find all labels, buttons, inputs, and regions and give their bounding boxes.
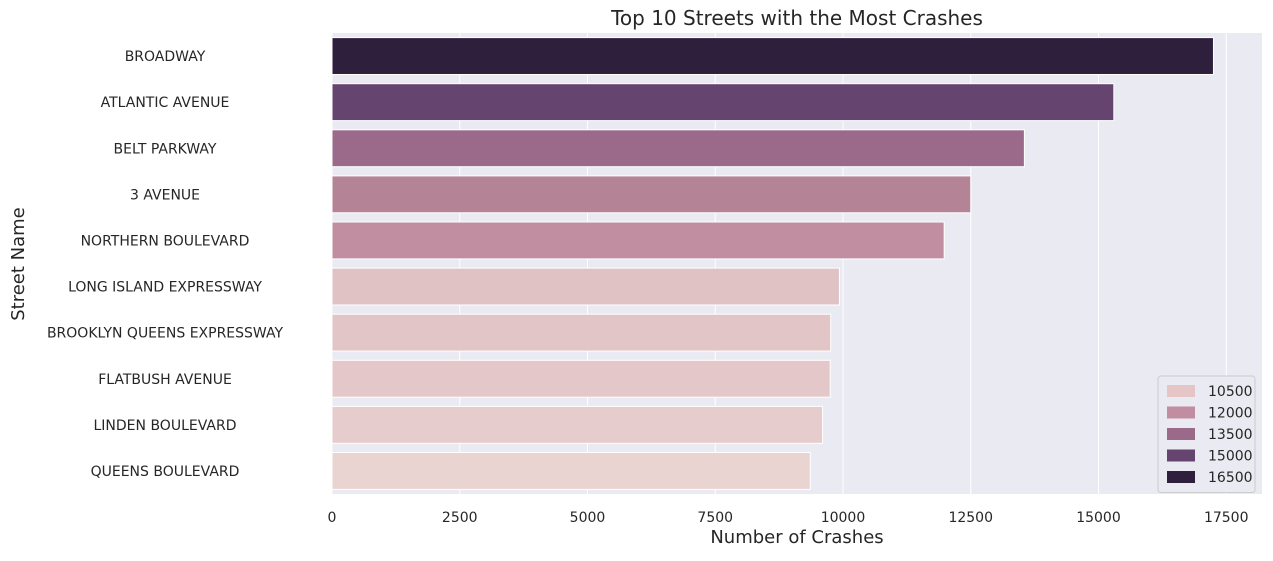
chart-title: Top 10 Streets with the Most Crashes [610,6,983,30]
legend: 10500 12000 13500 15000 16500 [1157,375,1256,493]
bar [331,313,832,352]
category-label: BROADWAY [125,49,206,65]
category-label: LONG ISLAND EXPRESSWAY [68,280,262,296]
x-axis-title: Number of Crashes [710,527,883,548]
bar [331,452,811,490]
legend-label: 16500 [1208,470,1253,486]
x-tick-label: 5000 [570,510,606,526]
bar [331,405,824,444]
category-label: BROOKLYN QUEENS EXPRESSWAY [47,326,284,342]
legend-swatch [1167,449,1195,462]
category-label: ATLANTIC AVENUE [101,95,230,111]
x-tick-label: 0 [328,510,337,526]
x-tick-label: 15000 [1076,510,1121,526]
bar [331,221,945,260]
bars [331,37,1214,490]
category-label: BELT PARKWAY [114,141,217,157]
bar [331,175,972,214]
legend-swatch [1167,385,1195,397]
legend-frame [1157,375,1256,493]
bar [331,129,1025,168]
bar [331,37,1214,75]
x-tick-label: 17500 [1204,510,1249,526]
legend-swatch [1167,406,1195,419]
legend-swatch [1167,428,1195,440]
category-label: NORTHERN BOULEVARD [81,233,250,249]
y-axis-title: Street Name [8,207,29,321]
category-label: QUEENS BOULEVARD [91,464,240,480]
x-tick-label: 2500 [442,510,478,526]
category-labels: BROADWAY ATLANTIC AVENUE BELT PARKWAY 3 AVE… [47,49,284,480]
legend-label: 15000 [1208,449,1253,465]
bar [331,83,1115,122]
legend-label: 10500 [1208,384,1253,400]
category-label: 3 AVENUE [130,187,200,203]
bar [331,359,831,398]
x-tick-labels: 0 2500 5000 7500 10000 12500 15000 17500 [328,510,1249,526]
x-tick-label: 7500 [697,510,733,526]
x-tick-label: 12500 [948,510,993,526]
legend-label: 13500 [1208,427,1253,443]
x-tick-label: 10000 [821,510,866,526]
bar [331,267,840,306]
category-label: FLATBUSH AVENUE [98,372,232,388]
legend-swatch [1167,471,1195,483]
legend-label: 12000 [1208,406,1253,422]
category-label: LINDEN BOULEVARD [94,418,237,434]
